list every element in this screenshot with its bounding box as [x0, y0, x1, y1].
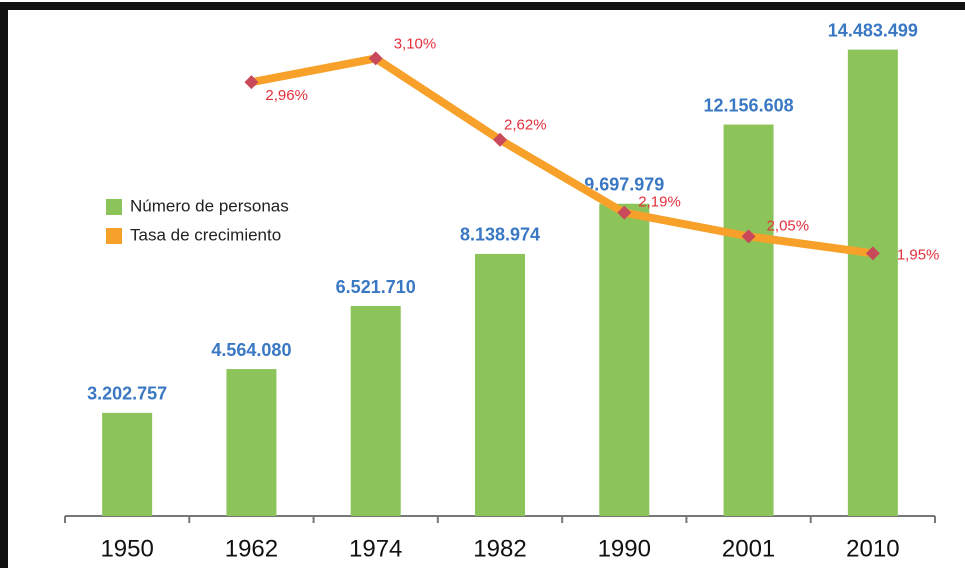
line-marker — [865, 246, 880, 261]
line-marker — [244, 75, 259, 90]
bar — [723, 124, 774, 516]
bar — [847, 49, 898, 516]
bar-value-label: 6.521.710 — [336, 277, 416, 297]
line-marker — [493, 132, 507, 147]
bar-value-label: 4.564.080 — [211, 340, 291, 360]
line-marker — [617, 205, 632, 220]
x-tick-label: 1974 — [349, 535, 402, 562]
bar-value-label: 3.202.757 — [87, 384, 167, 404]
bar-value-label: 14.483.499 — [828, 20, 918, 40]
x-tick-label: 1990 — [598, 535, 651, 562]
bar — [599, 203, 650, 516]
line-value-label: 2,96% — [265, 87, 308, 104]
line-value-label: 3,10% — [394, 35, 437, 52]
line-marker — [741, 229, 756, 244]
line-value-label: 1,95% — [897, 246, 940, 263]
bar — [226, 369, 277, 516]
x-tick-label: 2001 — [722, 535, 775, 562]
bar — [475, 253, 525, 516]
bar-value-label: 12.156.608 — [704, 95, 794, 115]
legend-swatch — [106, 199, 122, 215]
x-tick-label: 1982 — [473, 535, 526, 562]
bar — [350, 306, 401, 516]
line — [250, 54, 874, 258]
line-marker — [368, 51, 383, 66]
legend-label: Tasa de crecimiento — [130, 225, 281, 244]
line-value-label: 2,05% — [767, 217, 810, 234]
x-tick-label: 1950 — [100, 535, 153, 562]
x-tick-label: 1962 — [225, 535, 278, 562]
legend-label: Número de personas — [130, 196, 289, 215]
bar — [102, 412, 153, 516]
legend-swatch — [106, 228, 122, 244]
x-tick-label: 2010 — [846, 535, 899, 562]
line-value-label: 2,19% — [638, 194, 681, 211]
line-value-label: 2,62% — [504, 117, 547, 134]
bar-value-label: 9.697.979 — [584, 174, 664, 194]
bar-value-label: 8.138.974 — [460, 225, 540, 245]
